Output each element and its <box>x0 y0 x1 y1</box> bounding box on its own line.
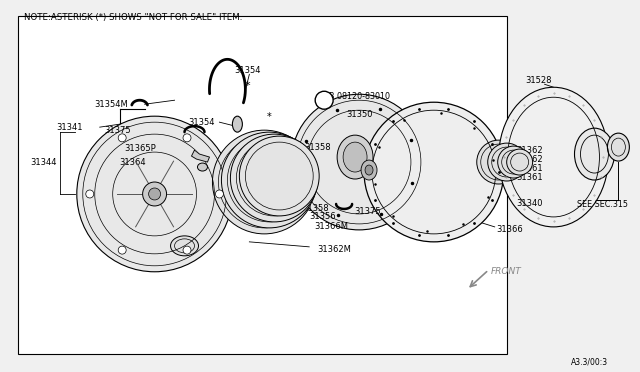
Text: 31364: 31364 <box>120 158 147 167</box>
Ellipse shape <box>315 91 333 109</box>
Ellipse shape <box>216 190 223 198</box>
Text: *: * <box>244 81 250 91</box>
Ellipse shape <box>232 116 243 132</box>
Ellipse shape <box>607 133 629 161</box>
Ellipse shape <box>291 94 427 230</box>
Ellipse shape <box>118 246 126 254</box>
Text: FRONT: FRONT <box>491 267 522 276</box>
Text: 31362M: 31362M <box>317 246 351 254</box>
Ellipse shape <box>507 149 532 175</box>
Text: B 08120-83010: B 08120-83010 <box>329 92 390 101</box>
Text: NOTE:ASTERISK (*) SHOWS "NOT FOR SALE" ITEM.: NOTE:ASTERISK (*) SHOWS "NOT FOR SALE" I… <box>24 13 243 22</box>
Text: 31356: 31356 <box>309 212 336 221</box>
Text: 31365P: 31365P <box>125 144 156 153</box>
Ellipse shape <box>212 130 316 234</box>
Text: SEE SEC.315: SEE SEC.315 <box>577 201 627 209</box>
Text: 31361: 31361 <box>516 164 543 173</box>
Text: 31366: 31366 <box>497 225 524 234</box>
Ellipse shape <box>337 135 373 179</box>
Text: A3.3/00:3: A3.3/00:3 <box>572 357 609 366</box>
Text: 31366M: 31366M <box>314 222 348 231</box>
Ellipse shape <box>499 87 609 227</box>
Ellipse shape <box>183 246 191 254</box>
Ellipse shape <box>488 143 525 181</box>
Text: 31354M: 31354M <box>95 100 129 109</box>
Ellipse shape <box>365 165 373 175</box>
Text: 31528: 31528 <box>525 76 552 85</box>
Text: *: * <box>267 112 271 122</box>
Ellipse shape <box>239 136 319 216</box>
Ellipse shape <box>364 102 504 242</box>
Ellipse shape <box>170 236 198 256</box>
Text: 31350: 31350 <box>346 110 372 119</box>
Ellipse shape <box>86 190 93 198</box>
Text: 31362: 31362 <box>516 155 543 164</box>
Text: 31354: 31354 <box>188 118 214 126</box>
Ellipse shape <box>183 134 191 142</box>
Text: 31340: 31340 <box>516 199 543 208</box>
Polygon shape <box>191 150 209 162</box>
Text: 31341: 31341 <box>56 123 83 132</box>
Text: 31354: 31354 <box>234 66 260 75</box>
Text: B: B <box>321 96 327 105</box>
Ellipse shape <box>198 163 207 171</box>
Ellipse shape <box>361 160 377 180</box>
Ellipse shape <box>143 182 166 206</box>
Ellipse shape <box>221 132 317 228</box>
Ellipse shape <box>230 134 318 222</box>
Text: 31375: 31375 <box>354 208 381 217</box>
Ellipse shape <box>575 128 614 180</box>
Ellipse shape <box>343 142 367 172</box>
Bar <box>18 16 507 353</box>
Text: 31361: 31361 <box>516 173 543 182</box>
Ellipse shape <box>498 146 530 178</box>
Ellipse shape <box>148 188 161 200</box>
Ellipse shape <box>118 134 126 142</box>
Ellipse shape <box>477 140 521 184</box>
Text: 31344: 31344 <box>30 158 56 167</box>
Text: 31362: 31362 <box>516 145 543 155</box>
Text: 31358: 31358 <box>304 142 331 152</box>
Ellipse shape <box>77 116 232 272</box>
Text: 31375: 31375 <box>105 126 131 135</box>
Text: 31358: 31358 <box>302 205 329 214</box>
